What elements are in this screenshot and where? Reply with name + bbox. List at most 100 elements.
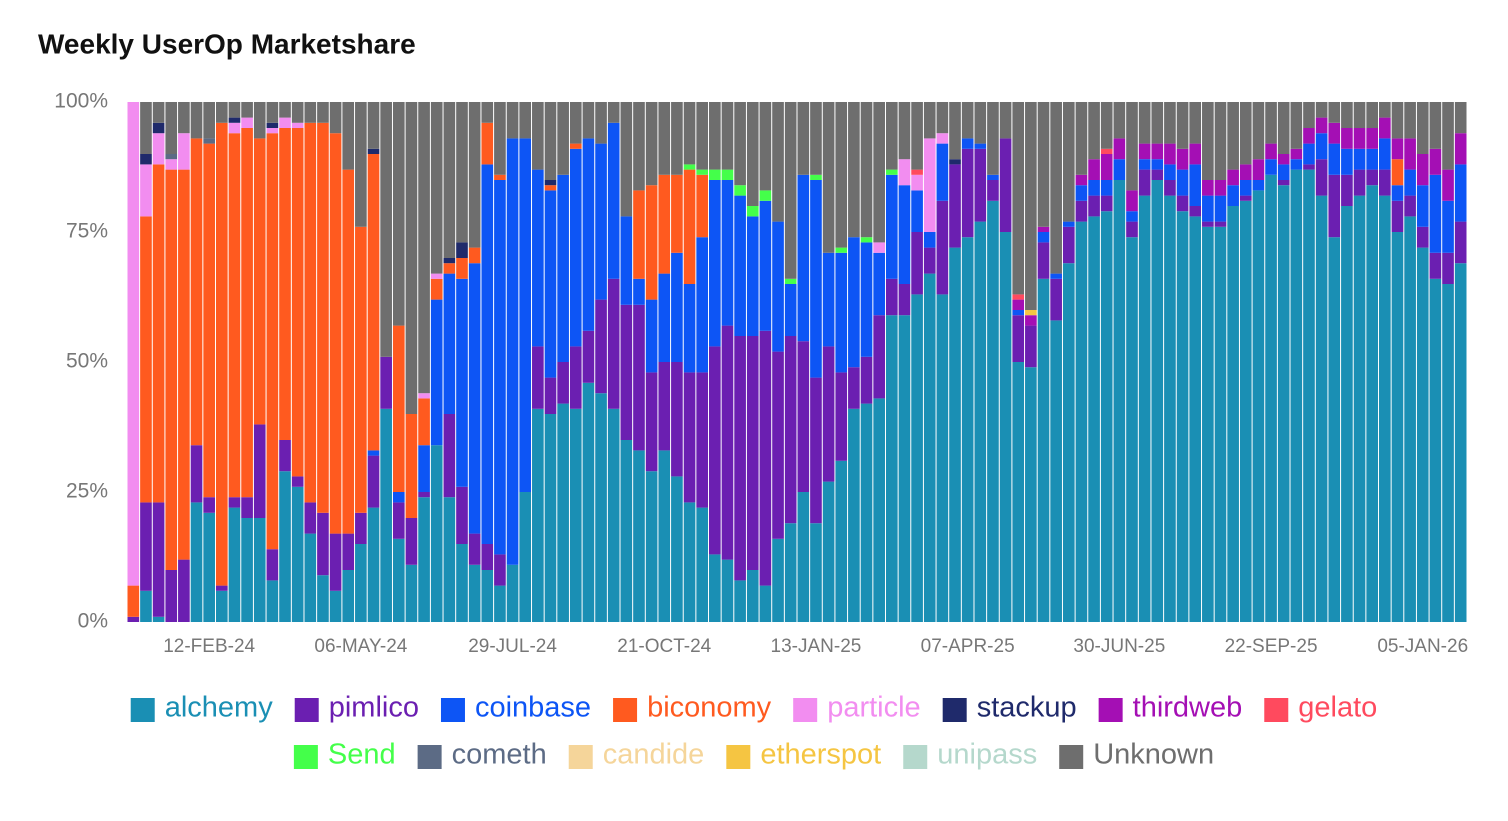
bar-segment — [1239, 180, 1252, 196]
bar-segment — [961, 148, 974, 238]
bar-segment — [923, 273, 936, 622]
bar-segment — [835, 102, 848, 248]
bar-segment — [1315, 159, 1328, 196]
bar-segment — [1290, 148, 1303, 160]
bar-segment — [1366, 148, 1379, 170]
bar-segment — [304, 502, 317, 534]
bar-segment — [784, 336, 797, 524]
bar-segment — [1429, 252, 1442, 279]
bar-segment — [999, 232, 1012, 622]
bar-segment — [696, 102, 709, 170]
bar-segment — [633, 450, 645, 622]
bar-segment — [1416, 154, 1429, 186]
bar-segment — [342, 570, 355, 622]
bar-segment — [468, 102, 481, 248]
bar-segment — [1416, 226, 1429, 248]
bar-segment — [367, 450, 380, 456]
bar-segment — [759, 190, 772, 201]
legend-label: particle — [827, 692, 921, 724]
bar-segment — [494, 180, 506, 555]
bar-segment — [1454, 102, 1467, 134]
bar-segment — [645, 372, 658, 472]
bar-segment — [1277, 102, 1290, 154]
bar-segment — [291, 476, 304, 487]
bar-segment — [266, 102, 279, 123]
bar-segment — [190, 502, 203, 622]
bar-segment — [190, 102, 203, 139]
bar-segment — [178, 559, 190, 622]
bar-segment — [1189, 164, 1202, 206]
bar-segment — [165, 159, 178, 170]
bar-segment — [1303, 128, 1315, 144]
bar-segment — [1214, 102, 1227, 180]
bar-segment — [152, 164, 165, 503]
bar-segment — [127, 616, 140, 622]
bar-segment — [456, 544, 468, 622]
bar-segment — [203, 138, 215, 144]
bar-segment — [291, 128, 304, 477]
bar-segment — [392, 538, 405, 622]
bar-segment — [696, 372, 709, 508]
bar-segment — [784, 278, 797, 284]
bar-segment — [1189, 206, 1202, 217]
bar-segment — [671, 476, 683, 622]
bar-segment — [1328, 143, 1341, 175]
bar-segment — [633, 102, 645, 191]
bar-segment — [203, 497, 215, 513]
bar-segment — [203, 102, 215, 139]
bar-segment — [140, 590, 152, 622]
bar-segment — [734, 102, 746, 186]
bar-segment — [1366, 169, 1379, 186]
bar-segment — [367, 507, 380, 622]
bar-segment — [1416, 185, 1429, 227]
bar-segment — [1037, 226, 1050, 232]
bar-segment — [595, 299, 607, 394]
bar-segment — [696, 169, 709, 175]
bar-segment — [329, 590, 342, 622]
bar-segment — [1088, 102, 1100, 160]
bar-segment — [367, 102, 380, 149]
bar-segment — [1328, 237, 1341, 622]
legend-label: Send — [328, 739, 396, 771]
bar-segment — [810, 180, 822, 378]
bar-segment — [746, 216, 759, 336]
bar-segment — [911, 169, 923, 175]
bar-segment — [885, 315, 898, 622]
bar-segment — [1239, 195, 1252, 201]
bar-segment — [443, 263, 456, 274]
bar-segment — [456, 486, 468, 544]
bar-segment — [190, 445, 203, 503]
bar-segment — [544, 414, 557, 622]
bar-segment — [974, 148, 987, 222]
bar-segment — [1176, 169, 1189, 196]
bar-segment — [645, 299, 658, 373]
bar-segment — [1404, 169, 1416, 196]
bar-segment — [1164, 102, 1176, 144]
bar-segment — [443, 414, 456, 498]
bar-segment — [241, 117, 253, 128]
bar-segment — [1416, 247, 1429, 622]
bar-segment — [936, 200, 949, 295]
bar-segment — [898, 159, 911, 186]
bar-segment — [1391, 159, 1404, 186]
bar-segment — [279, 102, 291, 118]
bar-segment — [709, 346, 721, 555]
y-tick-label: 0% — [78, 610, 108, 633]
bar-segment — [557, 362, 569, 404]
bar-segment — [822, 346, 835, 482]
bar-segment — [1164, 164, 1176, 180]
bar-segment — [1012, 362, 1025, 622]
bar-segment — [1442, 200, 1454, 253]
bar-segment — [1239, 164, 1252, 180]
bar-segment — [1429, 148, 1442, 175]
bar-segment — [1189, 216, 1202, 622]
bar-segment — [1379, 138, 1391, 170]
bar-segment — [1391, 232, 1404, 622]
bar-segment — [140, 164, 152, 217]
bar-segment — [1265, 159, 1277, 175]
bar-segment — [1341, 102, 1353, 128]
bar-segment — [860, 102, 873, 238]
bar-segment — [266, 133, 279, 550]
bar-segment — [304, 533, 317, 622]
bar-segment — [392, 492, 405, 503]
